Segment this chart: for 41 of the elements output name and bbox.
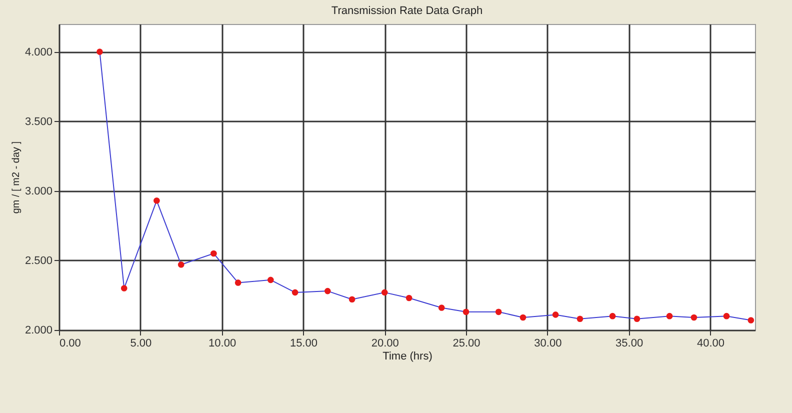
point xyxy=(96,48,103,55)
point xyxy=(748,317,754,324)
point xyxy=(666,312,673,320)
point xyxy=(234,280,242,286)
point xyxy=(292,289,298,296)
point xyxy=(348,296,356,303)
point xyxy=(495,308,502,316)
x-tick-label: 20.00 xyxy=(371,338,399,350)
point xyxy=(178,261,184,268)
y-axis-title: gm / [ m2 - day ] xyxy=(10,141,22,214)
point xyxy=(267,276,274,284)
x-tick-label: 15.00 xyxy=(290,338,318,350)
x-tick-label: 5.00 xyxy=(130,338,152,350)
point xyxy=(438,304,445,311)
x-tick-label: 0.00 xyxy=(60,338,81,350)
point xyxy=(552,312,559,318)
point xyxy=(324,288,331,294)
x-tick-label: 35.00 xyxy=(616,338,644,350)
x-tick-label: 25.00 xyxy=(452,338,480,350)
point xyxy=(462,308,470,316)
x-tick-label: 10.00 xyxy=(208,338,236,350)
x-tick-label: 30.00 xyxy=(534,338,562,350)
x-tick-label: 40.00 xyxy=(696,338,724,350)
y-tick-label: 2.500 xyxy=(24,254,52,267)
point xyxy=(723,312,730,320)
y-tick-label: 3.000 xyxy=(24,185,52,198)
point xyxy=(609,312,616,320)
point xyxy=(406,294,412,302)
x-axis-title: Time (hrs) xyxy=(382,350,432,362)
point xyxy=(576,316,584,322)
point xyxy=(634,316,640,322)
point xyxy=(381,289,388,296)
point xyxy=(120,285,128,292)
point xyxy=(520,314,526,321)
y-tick-label: 2.000 xyxy=(24,324,52,336)
point xyxy=(154,197,160,204)
y-tick-label: 3.500 xyxy=(24,116,52,128)
point xyxy=(690,314,698,321)
y-tick-label: 4.000 xyxy=(24,46,52,58)
chart-title: Transmission Rate Data Graph xyxy=(331,5,483,17)
point xyxy=(210,250,217,257)
